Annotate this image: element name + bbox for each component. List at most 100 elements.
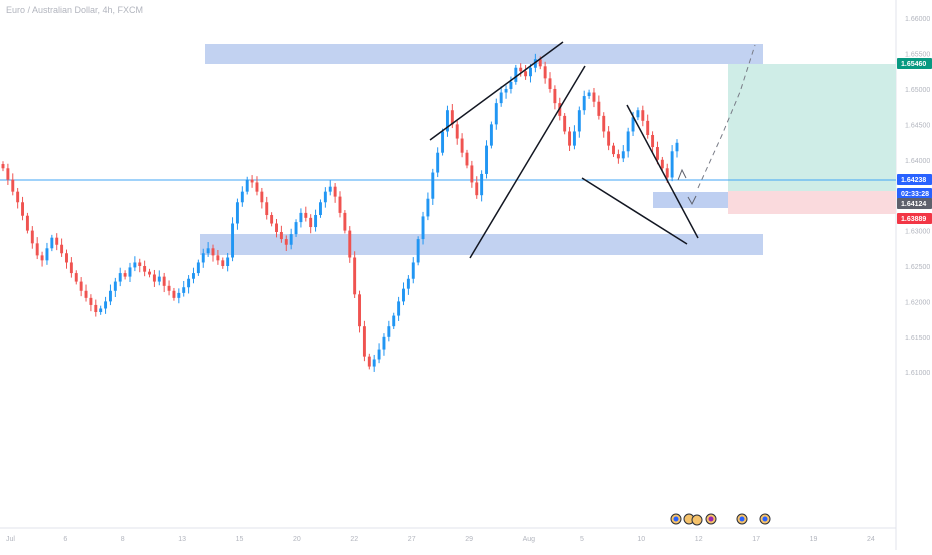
candle-body bbox=[499, 92, 503, 104]
candle-body bbox=[485, 145, 488, 174]
candle-body bbox=[563, 115, 567, 132]
candle-body bbox=[284, 239, 288, 245]
candle-body bbox=[348, 230, 352, 258]
candle-body bbox=[309, 217, 313, 228]
candle-body bbox=[445, 110, 449, 132]
pattern-drawings[interactable] bbox=[429, 41, 756, 259]
time-axis[interactable]: Jul 6 8 13 15 20 22 27 29 Aug 5 10 12 17 19 24 bbox=[6, 536, 875, 543]
x-tick-label: 15 bbox=[236, 536, 244, 543]
candle-body bbox=[221, 260, 225, 266]
candle-body bbox=[260, 191, 264, 203]
candle-body bbox=[402, 288, 405, 302]
candle-body bbox=[167, 285, 171, 291]
candle-body bbox=[655, 147, 659, 160]
rising-wedge-lower-line[interactable] bbox=[469, 65, 586, 259]
candle-body bbox=[343, 212, 347, 231]
y-tick-label: 1.65500 bbox=[905, 52, 930, 59]
candle-body bbox=[607, 131, 611, 146]
candle-body bbox=[143, 266, 147, 272]
resistance-zone[interactable] bbox=[205, 44, 763, 64]
economic-event-icon-core bbox=[673, 516, 679, 522]
price-label-text: 1.64124 bbox=[901, 201, 926, 208]
candle-body bbox=[480, 173, 484, 196]
arrow-up-marker[interactable] bbox=[677, 168, 687, 181]
candle-body bbox=[318, 202, 322, 216]
candle-body bbox=[172, 290, 176, 298]
candle-body bbox=[328, 186, 332, 192]
candle-body bbox=[387, 326, 391, 337]
x-tick-label: 6 bbox=[63, 536, 67, 543]
candle-body bbox=[275, 223, 278, 233]
falling-wedge-lower-line[interactable] bbox=[581, 177, 688, 245]
candle-body bbox=[338, 196, 342, 213]
stop-loss-area[interactable] bbox=[728, 191, 896, 214]
arrow-down-marker[interactable] bbox=[687, 195, 697, 206]
rising-wedge-upper-line[interactable] bbox=[429, 41, 564, 141]
economic-event-icon[interactable] bbox=[691, 514, 703, 526]
candle-body bbox=[304, 212, 308, 218]
price-label-badge bbox=[897, 213, 932, 224]
x-tick-label: 5 bbox=[580, 536, 584, 543]
candle-body bbox=[255, 182, 259, 192]
y-tick-label: 1.65000 bbox=[905, 87, 930, 94]
candle-body bbox=[89, 297, 93, 305]
candle-body bbox=[157, 276, 161, 282]
price-label-badge bbox=[897, 198, 932, 209]
x-tick-label: 24 bbox=[867, 536, 875, 543]
candle-body bbox=[201, 253, 205, 263]
candle-body bbox=[509, 81, 513, 89]
candle-body bbox=[587, 92, 591, 97]
candle-body bbox=[21, 202, 25, 216]
candle-body bbox=[206, 248, 210, 254]
candle-body bbox=[524, 71, 528, 77]
candle-body bbox=[538, 59, 542, 67]
candle-body bbox=[60, 244, 64, 254]
candle-body bbox=[450, 110, 454, 125]
candle-body bbox=[397, 301, 401, 316]
candle-body bbox=[636, 110, 640, 118]
support-zone[interactable] bbox=[200, 234, 763, 255]
candle-body bbox=[245, 179, 249, 192]
candle-body bbox=[1, 164, 5, 169]
candle-body bbox=[196, 262, 200, 274]
target-profit-area[interactable] bbox=[728, 64, 896, 191]
x-tick-label: 27 bbox=[408, 536, 416, 543]
candle-body bbox=[441, 131, 445, 153]
candle-body bbox=[411, 262, 415, 279]
candle-body bbox=[568, 131, 572, 146]
candle-body bbox=[289, 234, 293, 245]
price-label-text: 1.63889 bbox=[901, 216, 926, 223]
candle-body bbox=[582, 96, 586, 111]
candle-body bbox=[211, 248, 215, 256]
candle-body bbox=[612, 145, 615, 155]
candle-body bbox=[675, 142, 679, 152]
candle-body bbox=[50, 237, 54, 249]
candle-body bbox=[504, 88, 508, 93]
candle-body bbox=[35, 243, 39, 256]
candle-body bbox=[16, 191, 20, 203]
candle-body bbox=[265, 202, 269, 216]
candle-body bbox=[152, 274, 156, 282]
event-markers[interactable] bbox=[670, 513, 771, 526]
candle-body bbox=[113, 281, 117, 291]
candle-body bbox=[367, 356, 371, 367]
y-tick-label: 1.63000 bbox=[905, 229, 930, 236]
candle-body bbox=[529, 67, 532, 77]
projected-path[interactable] bbox=[697, 44, 756, 189]
candle-body bbox=[494, 103, 498, 125]
candle-body bbox=[358, 294, 362, 327]
falling-wedge-upper-line[interactable] bbox=[626, 104, 699, 239]
y-tick-label: 1.66000 bbox=[905, 16, 930, 23]
candle-body bbox=[616, 154, 620, 159]
x-tick-label: 17 bbox=[752, 536, 760, 543]
x-tick-label: 10 bbox=[637, 536, 645, 543]
economic-event-icon-core bbox=[708, 516, 714, 522]
candle-body bbox=[279, 232, 283, 240]
candle-body bbox=[631, 117, 635, 132]
candle-body bbox=[436, 152, 440, 173]
candle-body bbox=[475, 182, 479, 196]
x-tick-label: 29 bbox=[465, 536, 473, 543]
candle-body bbox=[602, 115, 606, 132]
x-tick-label: 19 bbox=[810, 536, 818, 543]
